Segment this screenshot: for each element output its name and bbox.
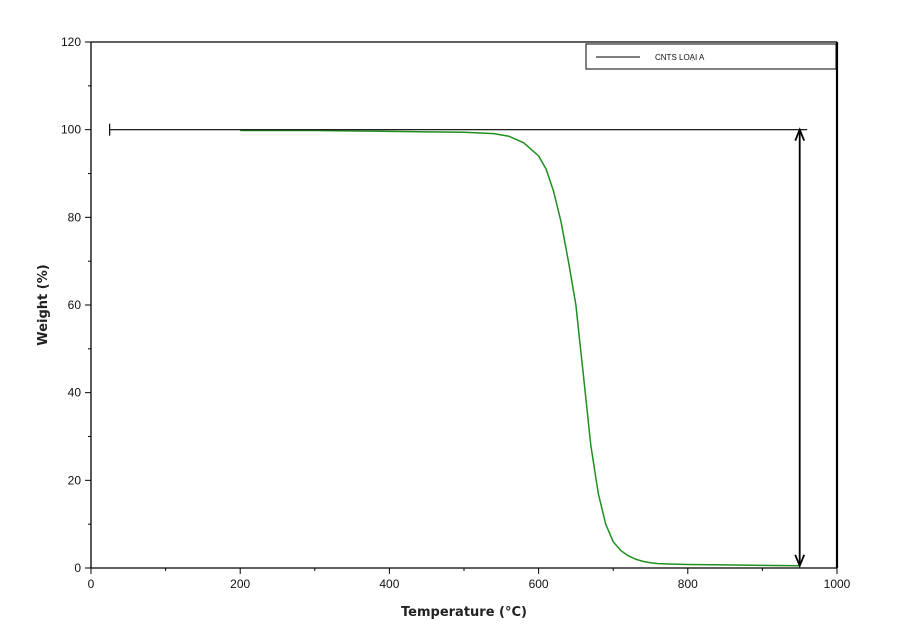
annotation-layer bbox=[109, 123, 808, 569]
y-tick-label: 0 bbox=[74, 561, 81, 575]
y-axis-title: Weight (%) bbox=[36, 264, 51, 345]
y-tick-label: 120 bbox=[61, 35, 81, 49]
legend: CNTS LOẠI A bbox=[585, 43, 837, 70]
x-tick-label: 1000 bbox=[824, 577, 851, 591]
mass-loss-arrow-head-top bbox=[794, 127, 806, 142]
mass-loss-arrow-head-bottom bbox=[794, 554, 806, 569]
series-layer bbox=[240, 129, 800, 567]
series-line bbox=[240, 129, 800, 567]
x-axis-title: Temperature (°C) bbox=[401, 605, 527, 620]
y-tick-label: 60 bbox=[68, 298, 82, 312]
plot-frame bbox=[90, 41, 839, 569]
y-tick-label: 40 bbox=[68, 386, 82, 400]
x-tick-label: 200 bbox=[230, 577, 250, 591]
x-tick-label: 400 bbox=[379, 577, 399, 591]
y-tick-label: 20 bbox=[68, 473, 82, 487]
y-axis: 0 20 40 60 80 100 120 bbox=[61, 35, 91, 575]
x-tick-label: 600 bbox=[529, 577, 549, 591]
y-tick-label: 80 bbox=[68, 210, 82, 224]
x-tick-label: 0 bbox=[88, 577, 95, 591]
legend-label: CNTS LOẠI A bbox=[655, 53, 705, 62]
x-tick-label: 800 bbox=[678, 577, 698, 591]
x-axis: 0 200 400 600 800 1000 bbox=[88, 568, 851, 591]
y-tick-label: 100 bbox=[61, 123, 81, 137]
